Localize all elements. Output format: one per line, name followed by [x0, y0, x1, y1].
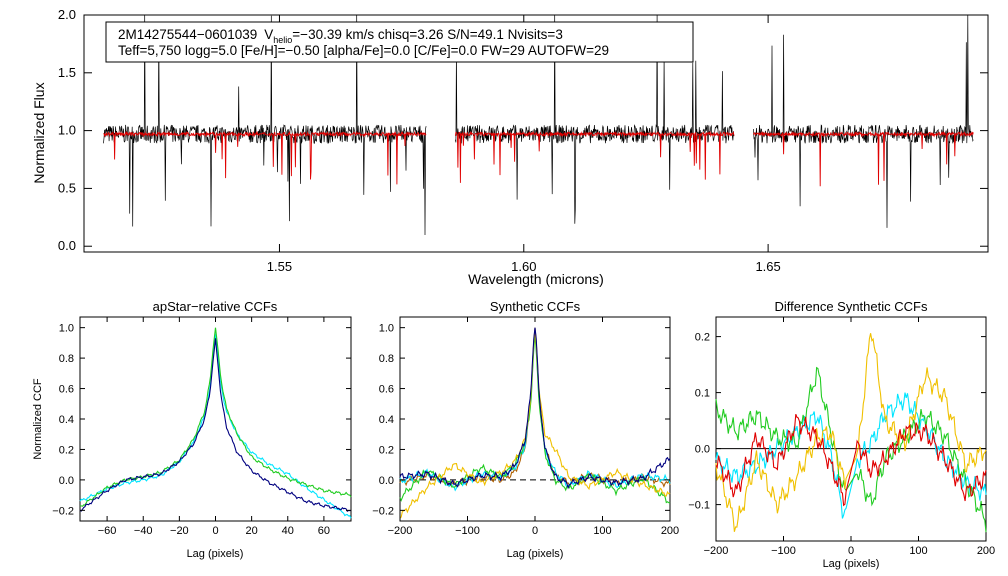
- apstar_ccf-ytick-label-4: 0.6: [59, 384, 74, 396]
- apstar-ccf-y-tick-labels: −0.2 0.0 0.2 0.4 0.6 0.8 1.0: [52, 323, 74, 518]
- spectrum-info-box: [105, 21, 694, 63]
- spectrum-ytick-label-2: 1.0: [58, 123, 76, 138]
- apstar_ccf-xtick-label-6: 60: [318, 525, 330, 537]
- synthetic-ccf-ticks: [399, 317, 671, 521]
- synthetic_ccf-ytick-label-3: 0.4: [379, 414, 394, 426]
- synthetic-ccf-y-tick-labels: −0.2 0.0 0.2 0.4 0.6 0.8 1.0: [372, 323, 394, 518]
- diff_ccf-xtick-label-4: 200: [977, 545, 995, 557]
- synthetic_ccf-ytick-label-5: 0.8: [379, 353, 394, 365]
- diff_ccf-xtick-label-0: −200: [704, 545, 729, 557]
- synthetic_ccf-xtick-label-0: −200: [388, 525, 413, 537]
- apstar-ccf-title: apStar−relative CCFs: [153, 299, 278, 314]
- diff-ccf-y-tick-labels: −0.1 0.0 0.1 0.2: [688, 332, 710, 512]
- spectrum-info-line-2: Teff=5,750 logg=5.0 [Fe/H]=−0.50 [alpha/…: [118, 43, 609, 58]
- spectrum-xtick-label-1: 1.60: [511, 259, 536, 274]
- info-line1-rest: =−30.39 km/s chisq=3.26 S/N=49.1 Nvisits…: [292, 27, 563, 42]
- diff-ccf-ticks: [715, 317, 987, 541]
- diff-ccf-title: Difference Synthetic CCFs: [775, 299, 928, 314]
- spectrum-info-line-1: 2M14275544−0601039 Vhelio=−30.39 km/s chi…: [118, 27, 563, 45]
- info-star-id: 2M14275544−0601039: [118, 27, 257, 42]
- diff-ccf-series: [715, 333, 987, 533]
- synthetic_ccf-xtick-label-2: 0: [532, 525, 538, 537]
- spectrum-ytick-label-4: 2.0: [58, 7, 76, 22]
- spectrum-series-best-fit-model: [103, 130, 974, 187]
- synthetic-ccf-title: Synthetic CCFs: [490, 299, 581, 314]
- synthetic-ccf-panel: Synthetic CCFs −200 −100 0 100 200 −0.2 0.0 0.…: [372, 299, 679, 560]
- diff-ccf-x-tick-labels: −200 −100 0 100 200: [704, 545, 996, 557]
- synthetic-ccf-x-axis-title: Lag (pixels): [507, 548, 564, 560]
- synthetic-ccf-series: [399, 327, 671, 519]
- spectrum-y-tick-labels: 0.0 0.5 1.0 1.5 2.0: [58, 7, 76, 253]
- synthetic-ccf-frame: [399, 316, 671, 522]
- synthetic_ccf-series-visit-3: [399, 330, 671, 519]
- synthetic_ccf-series-visit-4: [399, 327, 671, 490]
- spectrum-x-axis-title: Wavelength (microns): [468, 271, 604, 287]
- apstar_ccf-xtick-label-0: −60: [98, 525, 117, 537]
- apstar_ccf-ytick-label-2: 0.2: [59, 444, 74, 456]
- apstar_ccf-ytick-label-6: 1.0: [59, 323, 74, 335]
- apstar-ccf-series: [79, 327, 352, 519]
- diff_ccf-xtick-label-1: −100: [771, 545, 796, 557]
- apstar-ccf-x-axis-title: Lag (pixels): [187, 548, 244, 560]
- spectrum-xtick-label-2: 1.65: [755, 259, 780, 274]
- synthetic_ccf-ytick-label-4: 0.6: [379, 384, 394, 396]
- diff_ccf-ytick-label-1: 0.0: [695, 444, 710, 456]
- synthetic-ccf-x-tick-labels: −200 −100 0 100 200: [388, 525, 680, 537]
- apstar_ccf-xtick-label-1: −40: [134, 525, 153, 537]
- diff_ccf-series-visit-1: [715, 392, 987, 519]
- diff_ccf-series-visit-2: [715, 366, 987, 533]
- apstar_ccf-xtick-label-5: 40: [282, 525, 294, 537]
- spectrum-frame: [83, 14, 989, 253]
- apstar_ccf-xtick-label-2: −20: [170, 525, 189, 537]
- apstar_ccf-ytick-label-0: −0.2: [52, 505, 74, 517]
- spectrum-panel: 1.55 1.60 1.65 0.0 0.5 1.0 1.5 2.0 Wavelength …: [31, 7, 989, 287]
- synthetic_ccf-ytick-label-0: −0.2: [372, 505, 394, 517]
- apstar-ccf-y-axis-title: Normalized CCF: [32, 378, 44, 460]
- synthetic_ccf-xtick-label-3: 100: [593, 525, 611, 537]
- diff_ccf-xtick-label-2: 0: [848, 545, 854, 557]
- synthetic_ccf-series-visit-1: [399, 332, 671, 492]
- diff-ccf-frame: [715, 316, 987, 542]
- diff_ccf-series-visit-4: [715, 414, 987, 507]
- synthetic_ccf-ytick-label-2: 0.2: [379, 444, 394, 456]
- info-v-subscript: helio: [273, 35, 292, 45]
- apstar-ccf-ticks: [80, 317, 351, 521]
- diff_ccf-ytick-label-0: −0.1: [688, 500, 710, 512]
- apstar-ccf-frame: [79, 316, 352, 522]
- synthetic_ccf-xtick-label-4: 200: [661, 525, 679, 537]
- synthetic_ccf-xtick-label-1: −100: [455, 525, 480, 537]
- diff-ccf-x-axis-title: Lag (pixels): [823, 558, 880, 570]
- spectrum-xtick-label-0: 1.55: [267, 259, 292, 274]
- synthetic_ccf-ytick-label-1: 0.0: [379, 475, 394, 487]
- diff_ccf-ytick-label-2: 0.1: [695, 388, 710, 400]
- apstar_ccf-series-visit-2: [79, 327, 352, 507]
- synthetic_ccf-ytick-label-6: 1.0: [379, 323, 394, 335]
- spectrum-ytick-label-0: 0.0: [58, 238, 76, 253]
- spectrum-ytick-label-1: 0.5: [58, 180, 76, 195]
- diff_ccf-xtick-label-3: 100: [909, 545, 927, 557]
- diff_ccf-series-visit-3: [715, 333, 987, 532]
- spectrum-y-axis-title: Normalized Flux: [31, 82, 47, 183]
- apstar_ccf-ytick-label-1: 0.0: [59, 475, 74, 487]
- apstar-ccf-x-tick-labels: −60 −40 −20 0 20 40 60: [98, 525, 330, 537]
- apstar_ccf-series-visit-3: [79, 338, 351, 512]
- info-v-symbol: V: [264, 27, 273, 42]
- synthetic_ccf-series-template: [399, 327, 671, 488]
- apstar_ccf-ytick-label-3: 0.4: [59, 414, 74, 426]
- apstar_ccf-xtick-label-4: 20: [246, 525, 258, 537]
- apstar_ccf-ytick-label-5: 0.8: [59, 353, 74, 365]
- diff-ccf-panel: Difference Synthetic CCFs −200 −100 0 100 20…: [688, 299, 995, 570]
- spectrum-x-tick-labels: 1.55 1.60 1.65: [267, 259, 781, 274]
- spectrum-series-observed-spectrum: [103, 14, 974, 236]
- spectrum-traces: [103, 14, 974, 236]
- apstar_ccf-xtick-label-3: 0: [212, 525, 218, 537]
- spectrum-ytick-label-3: 1.5: [58, 65, 76, 80]
- apstar-ccf-panel: apStar−relative CCFs −60 −40 −20 0 20 40 60 −0…: [32, 299, 352, 560]
- diff_ccf-ytick-label-3: 0.2: [695, 332, 710, 344]
- apstar_ccf-series-visit-1: [79, 333, 352, 519]
